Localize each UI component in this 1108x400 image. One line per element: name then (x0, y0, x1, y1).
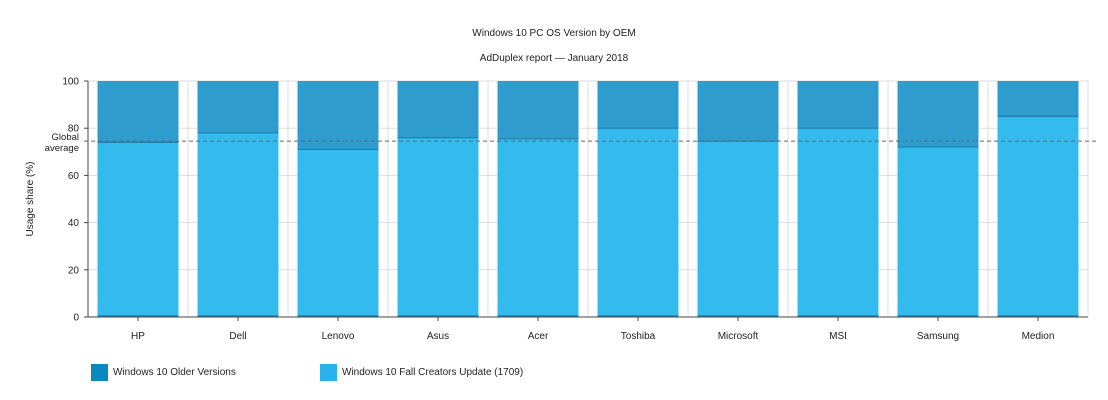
y-tick-label-100: 100 (62, 77, 79, 88)
y-tick-label-60: 60 (68, 171, 80, 182)
bar-fall-creators-lenovo (297, 149, 379, 317)
bar-fall-creators-dell (197, 132, 279, 317)
bar-older-samsung (897, 81, 979, 148)
legend-item-fall-creators: Windows 10 Fall Creators Update (1709) (320, 364, 523, 381)
bar-older-hp (97, 81, 179, 143)
y-axis-label: Usage share (%) (25, 161, 36, 236)
bar-fall-creators-toshiba (597, 128, 679, 317)
reference-line-group: Global average (45, 132, 1098, 154)
bar-older-medion (997, 81, 1079, 117)
axes: 0 20 40 60 80 100 HP Dell Lenovo Asus Acer Toshiba M… (62, 77, 1088, 342)
x-tick-label-dell: Dell (229, 331, 246, 342)
y-tick-label-20: 20 (68, 265, 80, 276)
x-tick-label-acer: Acer (528, 331, 549, 342)
x-tick-label-msi: MSI (829, 331, 847, 342)
x-tick-label-asus: Asus (427, 331, 449, 342)
x-tick-label-microsoft: Microsoft (718, 331, 759, 342)
bar-fall-creators-asus (397, 137, 479, 317)
legend-swatch-fall-creators (320, 364, 337, 381)
bar-fall-creators-hp (97, 142, 179, 317)
bar-older-asus (397, 81, 479, 138)
bar-fall-creators-medion (997, 116, 1079, 318)
x-tick-label-toshiba: Toshiba (621, 331, 656, 342)
chart-title: Windows 10 PC OS Version by OEM (472, 28, 635, 39)
legend-swatch-older (91, 364, 108, 381)
legend-item-older: Windows 10 Older Versions (91, 364, 236, 381)
legend-label-older: Windows 10 Older Versions (113, 367, 236, 378)
bar-older-microsoft (697, 81, 779, 142)
bar-older-lenovo (297, 81, 379, 150)
bar-fall-creators-msi (797, 128, 879, 317)
x-tick-label-medion: Medion (1022, 331, 1055, 342)
x-tick-label-lenovo: Lenovo (322, 331, 355, 342)
bar-fall-creators-acer (497, 138, 579, 317)
legend-label-fall-creators: Windows 10 Fall Creators Update (1709) (342, 367, 524, 378)
bar-fall-creators-samsung (897, 147, 979, 317)
bar-older-acer (497, 81, 579, 139)
bar-fall-creators-microsoft (697, 141, 779, 317)
bar-older-toshiba (597, 81, 679, 129)
y-tick-label-0: 0 (73, 313, 79, 324)
chart-subtitle: AdDuplex report — January 2018 (480, 53, 629, 64)
global-average-label-line2: average (45, 143, 79, 154)
bar-older-dell (197, 81, 279, 133)
y-tick-label-40: 40 (68, 218, 80, 229)
bar-older-msi (797, 81, 879, 129)
global-average-label-line1: Global (52, 132, 79, 143)
x-tick-label-hp: HP (131, 331, 145, 342)
bars (97, 81, 1079, 318)
y-tick-label-80: 80 (68, 124, 80, 135)
x-tick-label-samsung: Samsung (917, 331, 959, 342)
